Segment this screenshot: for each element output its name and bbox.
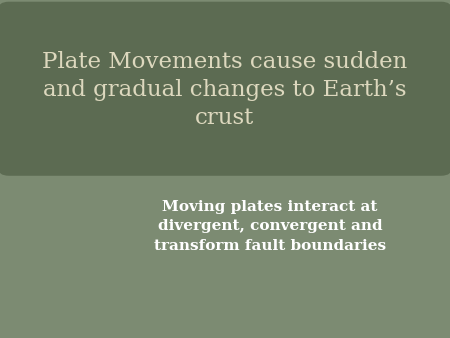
FancyBboxPatch shape — [0, 2, 450, 176]
Text: Plate Movements cause sudden
and gradual changes to Earth’s
crust: Plate Movements cause sudden and gradual… — [42, 51, 408, 128]
Text: Moving plates interact at
divergent, convergent and
transform fault boundaries: Moving plates interact at divergent, con… — [154, 200, 386, 253]
